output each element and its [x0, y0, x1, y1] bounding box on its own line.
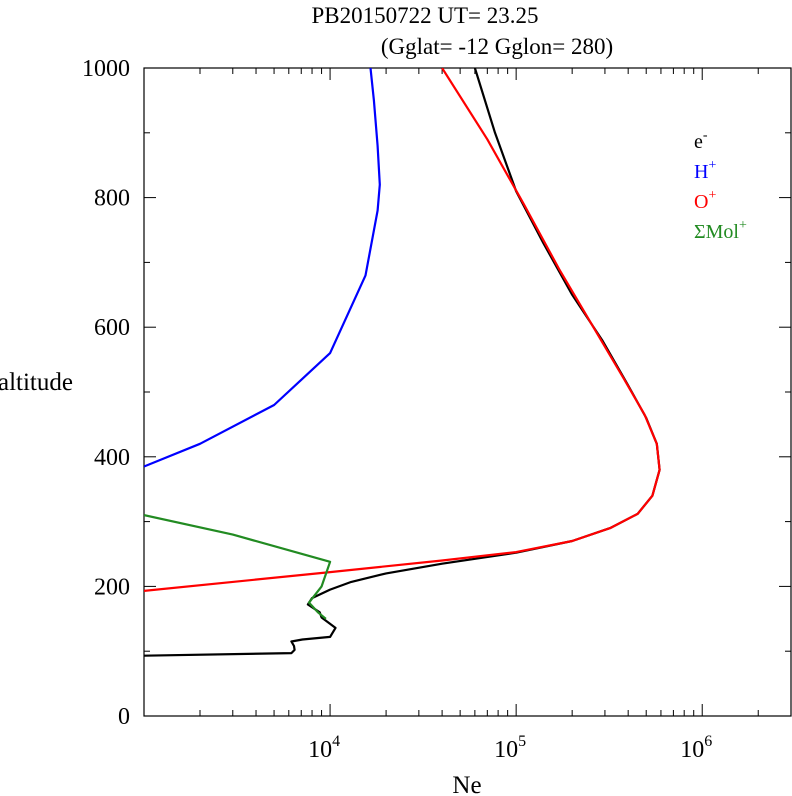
legend-entry: ΣMol+	[694, 218, 747, 243]
y-axis-label: altitude	[0, 369, 73, 396]
x-tick-label: 104	[308, 733, 340, 763]
y-tick-labels: 0 200 400 600 800 1000	[82, 56, 130, 730]
series-line	[144, 68, 661, 657]
y-tick-label: 200	[94, 574, 130, 600]
series-line	[144, 68, 381, 468]
legend: e- H+ O+ ΣMol+	[694, 128, 747, 243]
x-tick-label: 106	[680, 733, 712, 763]
legend-entry: e-	[694, 128, 708, 153]
series-line	[144, 68, 661, 592]
y-tick-label: 1000	[82, 56, 130, 82]
legend-entry: O+	[694, 188, 716, 213]
legend-entry: H+	[694, 158, 716, 183]
y-tick-label: 600	[94, 315, 130, 341]
y-tick-label: 800	[94, 186, 130, 212]
series-line	[144, 514, 332, 620]
y-tick-label: 400	[94, 445, 130, 471]
y-tick-label: 0	[118, 704, 130, 730]
chart-title: PB20150722 UT= 23.25	[311, 3, 538, 28]
axis-ticks	[144, 67, 791, 717]
x-tick-label: 105	[494, 733, 526, 763]
x-tick-labels: 104 105 106	[308, 733, 712, 763]
x-axis-label: Ne	[452, 772, 481, 796]
series-group	[144, 68, 661, 657]
chart-subtitle: (Gglat= -12 Gglon= 280)	[381, 34, 613, 59]
